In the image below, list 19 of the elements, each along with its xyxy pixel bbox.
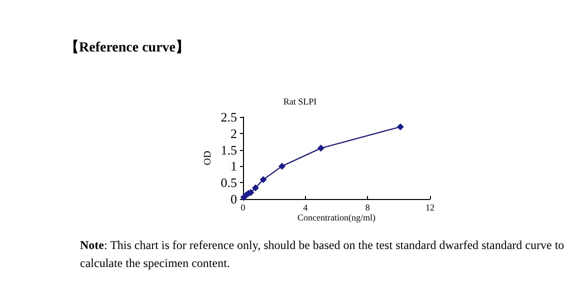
point — [396, 123, 404, 130]
x-tick-label: 4 — [303, 202, 308, 212]
text: 【Reference curve】 — [65, 40, 190, 56]
point — [260, 176, 267, 184]
x-tick-label: 8 — [365, 202, 370, 212]
y-axis-title: OD — [202, 150, 214, 166]
y-tick-label: 2.5 — [220, 110, 237, 124]
x-tick-label: 0 — [240, 202, 246, 212]
x-axis-title: Concentration(ng/ml) — [298, 212, 376, 222]
y-tick-label: 1 — [230, 158, 237, 174]
text: Note: This chart is for reference only, should be based on the test standard dwarfed standard curve to calculate the specimen content. — [80, 238, 568, 270]
y-tick-label: 1.5 — [220, 142, 237, 158]
point — [252, 184, 259, 192]
chart-subtitle: Rat SLPI — [283, 96, 317, 106]
point — [278, 162, 286, 170]
y-tick-label: 0.5 — [220, 175, 237, 190]
y-tick-label: 2 — [230, 126, 237, 141]
point — [317, 144, 324, 152]
x-tick-label: 12 — [426, 202, 434, 212]
